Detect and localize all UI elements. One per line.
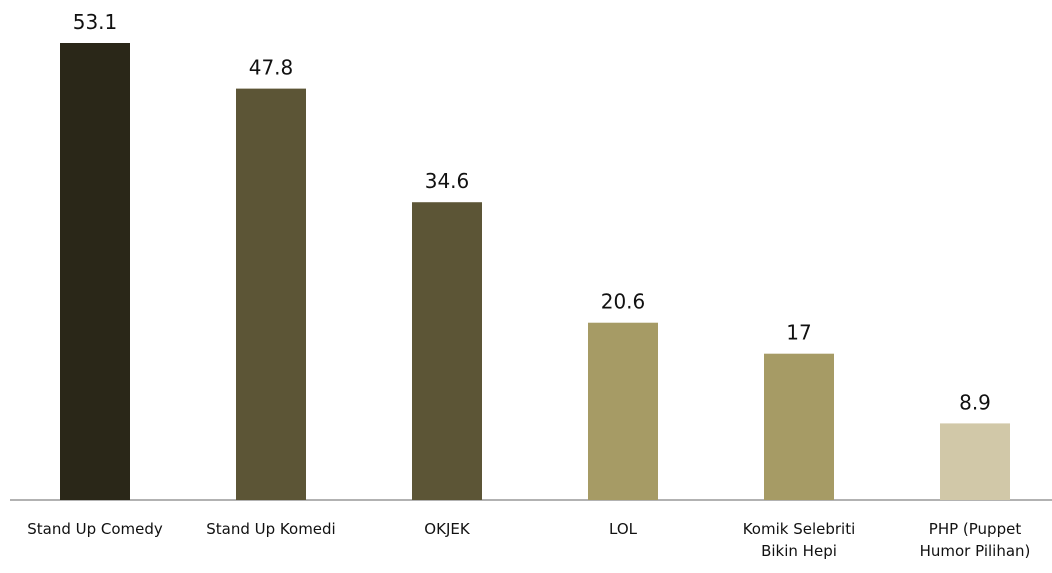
value-label: 34.6: [425, 169, 470, 193]
x-tick-label: LOL: [609, 520, 637, 538]
bar: [764, 353, 834, 500]
x-tick-label: OKJEK: [424, 520, 470, 538]
bar: [236, 88, 306, 500]
x-tick-label: Stand Up Komedi: [206, 520, 336, 538]
value-label: 17: [786, 321, 811, 345]
bar: [412, 202, 482, 501]
bar: [940, 423, 1010, 500]
bar: [60, 43, 130, 500]
x-tick-label: PHP (Puppet Humor Pilihan): [919, 520, 1031, 560]
value-label: 53.1: [73, 10, 118, 34]
x-tick-label: Stand Up Comedy: [27, 520, 163, 538]
value-label: 47.8: [249, 56, 294, 80]
value-label: 20.6: [601, 290, 646, 314]
bar: [588, 322, 658, 500]
x-tick-label: Komik Selebriti Bikin Hepi: [742, 520, 856, 560]
value-label: 8.9: [959, 390, 991, 414]
